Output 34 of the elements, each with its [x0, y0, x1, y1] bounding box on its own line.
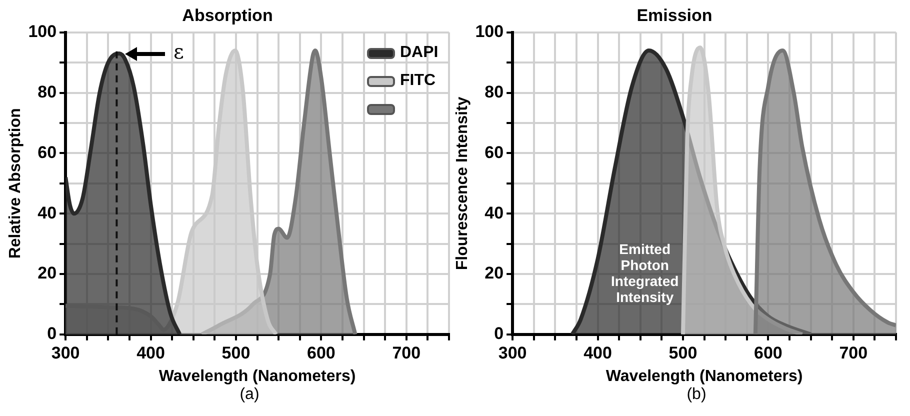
x-tick-label: 700 [392, 343, 421, 362]
y-tick-label: 20 [38, 264, 57, 283]
y-tick-label: 0 [47, 324, 57, 344]
y-tick-label: 100 [28, 22, 57, 42]
x-tick-label: 400 [136, 343, 165, 362]
x-axis-title: Wavelength (Nanometers) [158, 368, 356, 385]
y-tick-label: 60 [38, 142, 57, 162]
annotation: ε [174, 40, 184, 64]
y-tick-label: 60 [484, 142, 504, 162]
x-tick-label: 300 [498, 343, 527, 362]
y-axis-title: Relative Absorption [7, 108, 24, 259]
y-tick-label: 0 [494, 324, 504, 344]
chart-title: Absorption [182, 6, 273, 25]
y-tick-label: 40 [484, 203, 504, 222]
text: (a) [238, 386, 260, 404]
x-tick-label: 600 [307, 343, 336, 362]
x-tick-label: 300 [51, 343, 80, 362]
x-tick-label: 600 [754, 343, 782, 362]
y-tick-label: 80 [38, 82, 57, 102]
chart-title: Emission [636, 6, 712, 25]
y-tick-label: 80 [484, 82, 504, 102]
x-tick-label: 500 [222, 343, 250, 362]
x-tick-label: 500 [668, 343, 698, 362]
legend-label: DAPI [400, 44, 438, 62]
text: (b) [686, 386, 708, 404]
y-tick-label: 40 [38, 203, 57, 222]
legend-label: FITC [400, 72, 436, 90]
annotation: Emitted Photon Integrated Intensity [611, 240, 679, 305]
y-tick-label: 20 [484, 264, 504, 283]
y-tick-label: 100 [475, 22, 504, 42]
x-tick-label: 400 [584, 343, 612, 362]
x-axis-title: Wavelength (Nanometers) [606, 368, 803, 385]
y-axis-title: Flourescence Intensity [454, 96, 472, 270]
x-tick-label: 700 [839, 343, 868, 362]
